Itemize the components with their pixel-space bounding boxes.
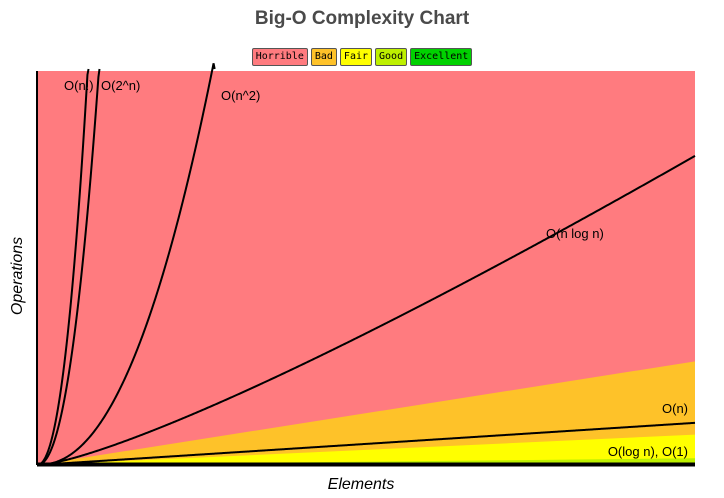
curve-label-o-n: O(n!) <box>64 78 94 93</box>
curve-o-n-2 <box>36 63 216 466</box>
curve-label-o-2-n: O(2^n) <box>101 78 140 93</box>
curve-o-n <box>36 421 696 466</box>
x-axis-label: Elements <box>328 476 395 493</box>
curve-label-o-n-2: O(n^2) <box>221 88 260 103</box>
y-axis-label: Operations <box>9 237 26 315</box>
complexity-regions <box>37 71 695 465</box>
legend-item-fair: Fair <box>339 48 373 66</box>
curve-o-n-log-n <box>36 155 696 466</box>
curve-o-2-n <box>36 68 101 466</box>
legend-item-horrible: Horrible <box>251 48 308 66</box>
axes <box>36 71 695 467</box>
curve-o-n <box>36 68 90 466</box>
region-bad <box>37 361 695 465</box>
curve-label-o-n-log-n: O(n log n) <box>546 226 604 241</box>
chart-title: Big-O Complexity Chart <box>254 8 470 29</box>
legend: Horrible Bad Fair Good Excellent <box>0 48 724 66</box>
region-fair <box>37 434 695 465</box>
curve-label-o-n: O(n) <box>662 401 688 416</box>
curve-label-o-log-n-o-1: O(log n), O(1) <box>608 444 688 459</box>
curve-labels: O(n!) O(2^n) O(n^2) O(n log n) O(n) O(log n),… <box>64 78 688 459</box>
legend-item-bad: Bad <box>310 48 337 66</box>
legend-item-good: Good <box>375 48 408 66</box>
legend-item-excellent: Excellent <box>410 48 473 66</box>
